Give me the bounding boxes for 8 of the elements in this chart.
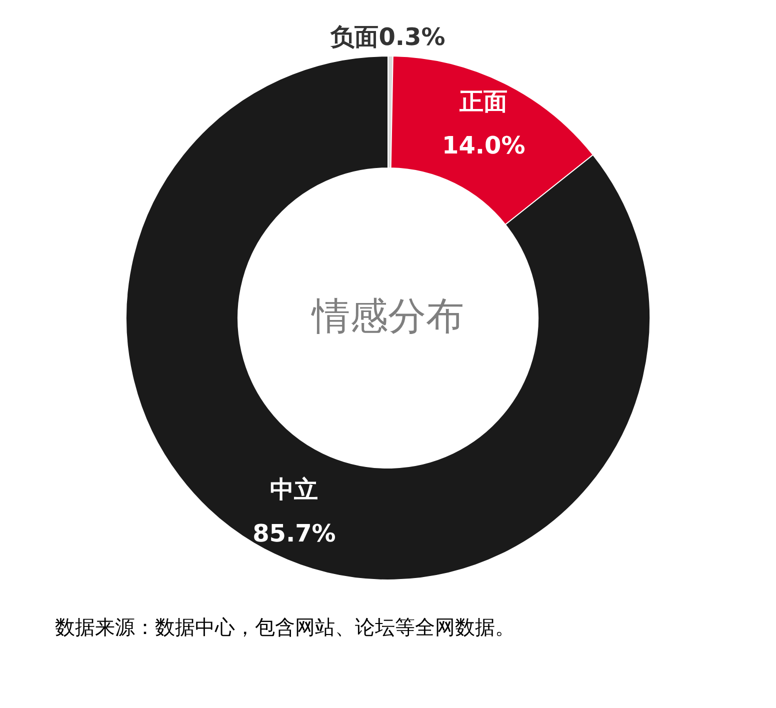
text: 情感分布 [311, 294, 464, 338]
donut-slice [126, 56, 650, 580]
slice-label: 中立 [270, 476, 318, 504]
slice-label: 正面 [458, 87, 508, 116]
data-label: 14.0% [442, 131, 526, 160]
source-note: 数据来源：数据中心，包含网站、论坛等全网数据。 [55, 615, 515, 639]
slice-label: 负面0.3% [330, 23, 446, 51]
data-label: 85.7% [252, 520, 336, 548]
